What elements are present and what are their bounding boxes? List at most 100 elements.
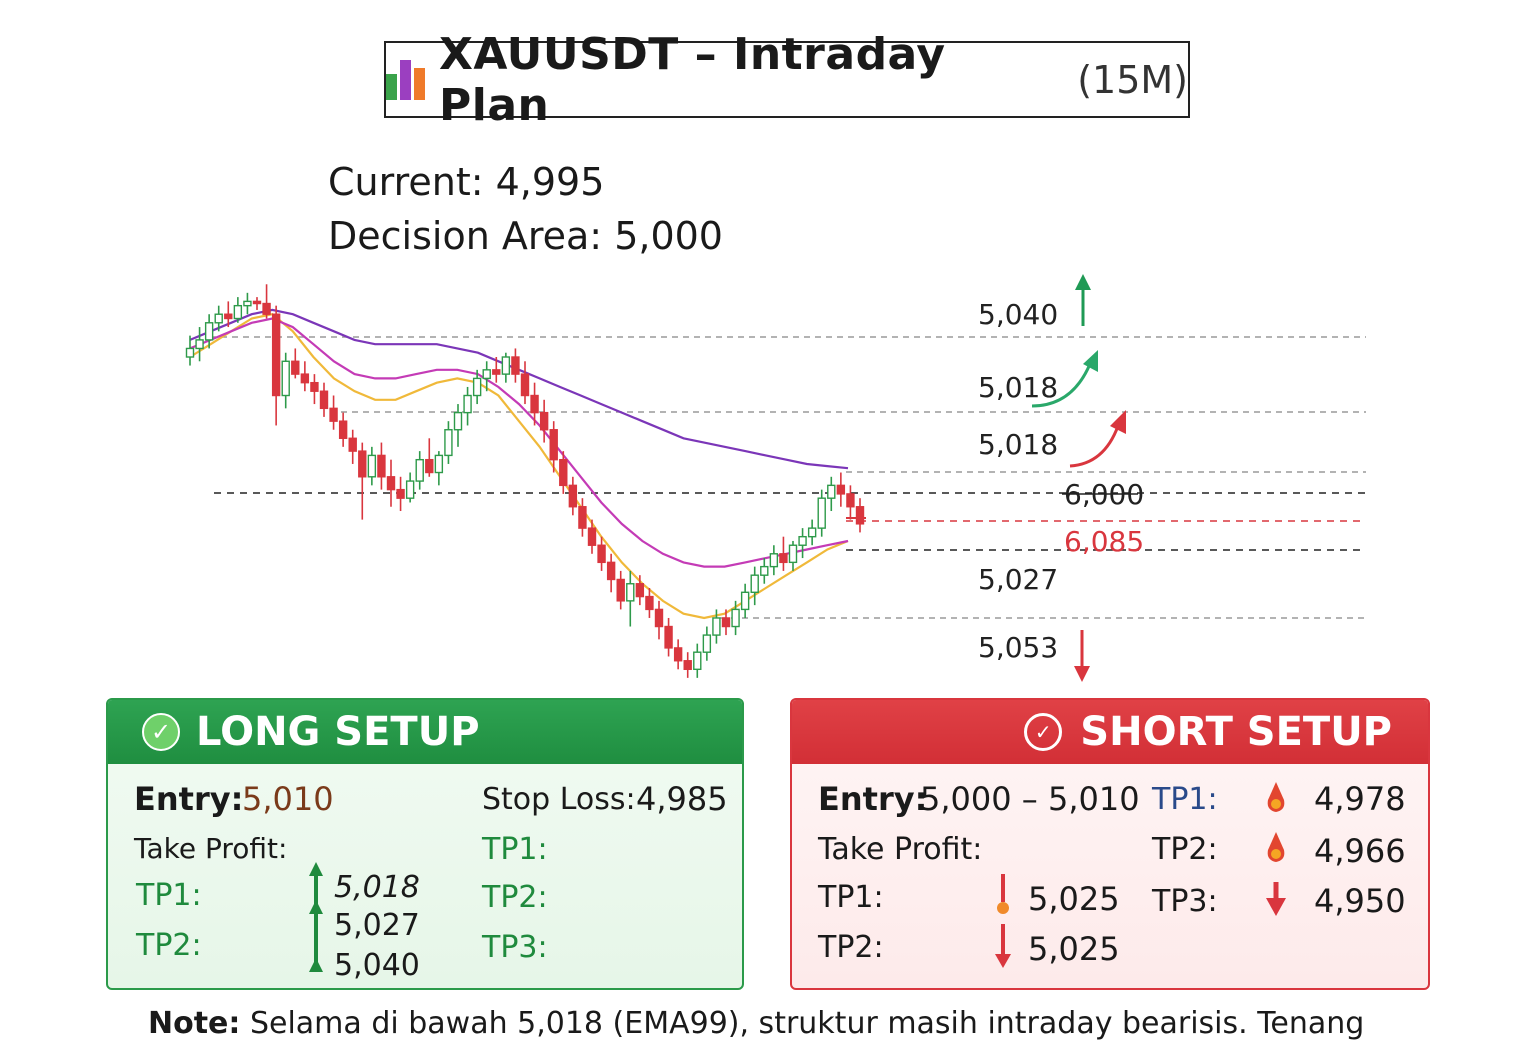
candle (425, 438, 434, 477)
short-setup-panel: ✓ SHORT SETUP Entry: 5,000 – 5,010 Take … (790, 698, 1430, 990)
short-r-tp2-label: TP2: (1152, 832, 1218, 867)
candle (511, 348, 520, 383)
bar-chart-icon (386, 59, 425, 100)
long-tp-value-1: 5,018 (334, 870, 420, 905)
candle (827, 476, 836, 512)
candle (712, 609, 721, 644)
candle (645, 588, 654, 618)
long-setup-panel: ✓ LONG SETUP Entry: 5,010 Stop Loss: 4,9… (106, 698, 744, 990)
long-tp-value-3: 5,040 (334, 948, 420, 983)
candle (760, 558, 769, 584)
candle (281, 352, 290, 409)
fire-down-icons (1266, 782, 1286, 916)
level-label: 5,053 (978, 631, 1058, 664)
candle (463, 386, 472, 426)
candle (721, 609, 731, 636)
short-tp2-label: TP2: (818, 930, 884, 965)
short-r-tp2-value: 4,966 (1314, 832, 1406, 870)
candle (549, 421, 558, 473)
candle (386, 459, 396, 507)
candle (233, 297, 243, 323)
candle (539, 399, 549, 443)
candle (664, 617, 673, 657)
candle (377, 442, 386, 490)
candle (846, 485, 855, 520)
level-label: 6,085 (1064, 525, 1144, 558)
candle (482, 361, 491, 392)
arrow-curve-red-icon (1069, 410, 1126, 468)
candle (348, 429, 357, 464)
candle (597, 536, 606, 571)
candle (329, 395, 338, 430)
page-title: XAUUSDT – Intraday Plan (439, 28, 946, 131)
level-label: 5,027 (978, 563, 1058, 596)
candle (769, 545, 779, 576)
arrow-down-red-icon (1074, 630, 1090, 682)
candle (779, 536, 788, 571)
short-tp2-value: 5,025 (1028, 930, 1120, 968)
candle (252, 297, 262, 310)
short-r-tp3-label: TP3: (1152, 884, 1218, 919)
candle (310, 374, 319, 405)
candle (807, 519, 817, 546)
candle (587, 519, 597, 554)
candle (367, 446, 377, 486)
candle (788, 540, 798, 571)
candle (626, 570, 635, 627)
candle (405, 472, 415, 503)
candle (559, 451, 568, 494)
candle (185, 335, 195, 366)
candle (338, 412, 348, 447)
candle (262, 284, 271, 319)
candle (271, 305, 281, 426)
short-r-tp3-value: 4,950 (1314, 882, 1406, 920)
short-entry-value: 5,000 – 5,010 (920, 780, 1140, 818)
check-icon: ✓ (142, 713, 180, 751)
candle (396, 476, 405, 512)
arrow-up-green-icon (1075, 274, 1091, 326)
candles (185, 284, 865, 678)
candle (578, 498, 587, 537)
candle (358, 442, 367, 520)
title-box: XAUUSDT – Intraday Plan (15M) (384, 29, 1190, 131)
current-price: Current: 4,995 (328, 160, 605, 204)
long-right-tp2: TP2: (482, 880, 548, 915)
short-take-profit-label: Take Profit: (818, 832, 983, 867)
long-tp2-label: TP2: (136, 928, 202, 963)
candle (702, 626, 712, 661)
candle (683, 652, 692, 678)
candle (530, 382, 539, 426)
candle (740, 583, 750, 618)
candle (673, 639, 683, 670)
short-tp1-label: TP1: (818, 880, 884, 915)
long-right-tp3: TP3: (482, 930, 548, 965)
long-entry-label: Entry: (134, 780, 244, 818)
timeframe-label: (15M) (1077, 57, 1188, 102)
long-setup-header: ✓ LONG SETUP (108, 700, 742, 764)
candle (214, 305, 223, 332)
candle (817, 489, 826, 537)
candle (731, 600, 740, 636)
ema-line (189, 317, 849, 568)
ema-line (189, 313, 849, 620)
arrow-up-icon (309, 862, 323, 972)
candle (472, 369, 482, 405)
candle (434, 451, 444, 486)
long-setup-title: LONG SETUP (196, 709, 480, 755)
candle (415, 451, 424, 490)
marker-dot-icon (846, 514, 866, 522)
arrow-down-icon (1266, 898, 1286, 916)
candle (224, 301, 233, 328)
candle (300, 361, 310, 392)
short-setup-title: SHORT SETUP (1080, 709, 1392, 755)
check-circle-icon: ✓ (1024, 713, 1063, 751)
candle (453, 404, 463, 447)
candle (750, 566, 759, 606)
candle (616, 570, 625, 610)
candle (798, 528, 807, 559)
long-stop-label: Stop Loss: (482, 782, 636, 817)
long-take-profit-label: Take Profit: (134, 832, 288, 865)
candle (606, 553, 616, 593)
